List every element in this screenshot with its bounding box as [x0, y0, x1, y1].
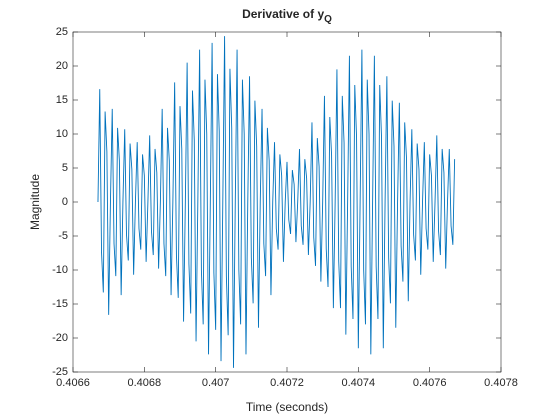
y-tick-label: -25 [52, 366, 68, 378]
title-subscript: Q [324, 14, 332, 25]
chart-title: Derivative of yQ [242, 7, 332, 24]
x-tick-label: 0.4076 [413, 377, 447, 389]
y-tick-label: 25 [56, 26, 68, 38]
plot-area [73, 32, 501, 372]
y-tick-label: -20 [52, 332, 68, 344]
x-tick-label: 0.407 [202, 377, 230, 389]
x-tick-label: 0.4066 [56, 377, 90, 389]
x-tick-label: 0.4078 [484, 377, 518, 389]
y-tick-label: -5 [58, 230, 68, 242]
x-tick-label: 0.4068 [128, 377, 162, 389]
y-tick-label: -15 [52, 298, 68, 310]
x-tick-label: 0.4074 [342, 377, 376, 389]
y-axis-label: Magnitude [28, 174, 42, 230]
y-tick-label: -10 [52, 264, 68, 276]
x-tick-label: 0.4072 [270, 377, 304, 389]
y-tick-label: 15 [56, 94, 68, 106]
axes-box [72, 31, 502, 373]
x-axis-label: Time (seconds) [246, 400, 328, 414]
y-tick-label: 10 [56, 128, 68, 140]
y-tick-label: 0 [62, 196, 68, 208]
signal-line [97, 36, 456, 368]
title-main: Derivative of y [242, 7, 324, 21]
y-tick-label: 20 [56, 60, 68, 72]
y-tick-label: 5 [62, 162, 68, 174]
